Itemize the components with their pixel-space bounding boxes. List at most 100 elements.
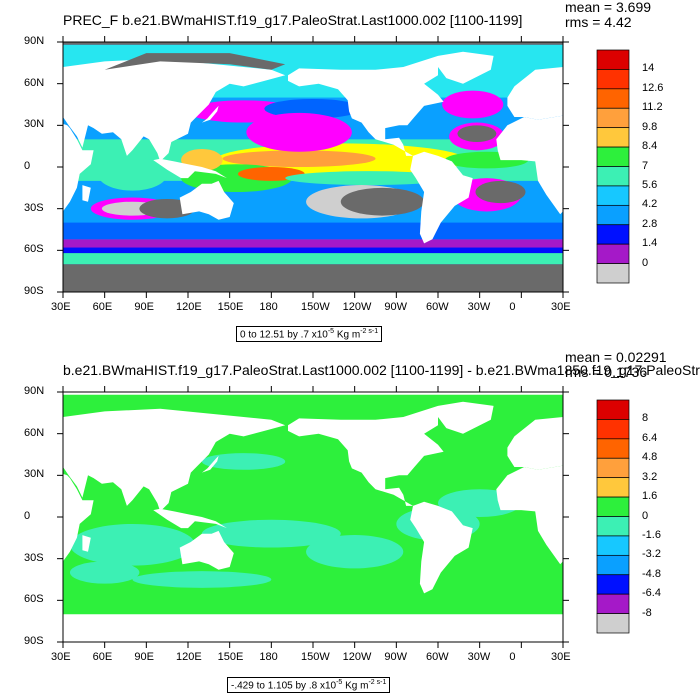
panel1-range-label: 0 to 12.51 by .7 x10-5 Kg m-2 s-1 <box>236 326 383 343</box>
p2-field-blob-3 <box>201 519 341 548</box>
panel1-title: PREC_F b.e21.BWmaHIST.f19_g17.PaleoStrat… <box>63 12 523 28</box>
p1-land-australia <box>179 180 234 220</box>
p2-ticks <box>57 386 569 648</box>
p1-seaice-0 <box>104 53 286 70</box>
y-tick-label: 30N <box>24 118 45 131</box>
colorbar-box-4 <box>596 477 630 498</box>
p1-land-antarctica <box>63 264 563 292</box>
panel2-mean: mean = 0.02291 <box>565 349 667 365</box>
x-tick-label: 30E <box>551 651 571 663</box>
panel1-map <box>57 36 569 298</box>
colorbar-label: 8 <box>642 412 649 425</box>
p1-field-band-3 <box>63 239 563 248</box>
panel2-range-label: -.429 to 1.105 by .8 x10-5 Kg m-2 s-1 <box>227 677 391 694</box>
p1-field-band-2 <box>63 244 563 254</box>
colorbar-box-5 <box>596 496 630 517</box>
colorbar-box-9 <box>596 224 630 245</box>
p1-field-blob-21 <box>340 187 425 216</box>
p2-land-arcticCap <box>63 392 563 395</box>
panel1-mean: mean = 3.699 <box>565 0 652 15</box>
p1-land-madagascar <box>82 185 91 202</box>
p1-field-blob-10 <box>222 150 376 167</box>
colorbar-box-11 <box>596 263 630 284</box>
x-tick-label: 150E <box>217 651 244 663</box>
colorbar-label: 7 <box>642 159 649 172</box>
y-tick-label: 30N <box>24 468 45 481</box>
panel1-range-unit-exp: -2 s-1 <box>360 328 379 335</box>
y-tick-label: 60S <box>24 243 44 256</box>
panel2-rms: rms = 0.1736 <box>565 364 648 380</box>
p2-land-japan <box>201 455 219 473</box>
colorbar-label: -4.8 <box>642 567 661 580</box>
colorbar-label: 4.2 <box>642 198 658 211</box>
colorbar-box-5 <box>596 146 630 167</box>
p2-land <box>63 392 563 642</box>
p1-field-band-4 <box>63 222 563 240</box>
p2-land-africaWest <box>496 465 563 565</box>
colorbar-label: -3.2 <box>642 548 661 561</box>
x-tick-label: 30W <box>467 651 491 663</box>
p1-field-blob-14 <box>285 171 452 186</box>
colorbar-label: 11.2 <box>642 101 663 114</box>
p2-field-blob-4 <box>306 535 404 569</box>
colorbar-label: -8 <box>642 606 652 619</box>
x-tick-label: 30E <box>51 651 71 663</box>
colorbar-label: 14 <box>642 62 655 75</box>
p2-land-southAmerica <box>410 501 473 594</box>
colorbar-box-10 <box>596 593 630 614</box>
p1-land-indonesia <box>153 158 227 179</box>
p2-land-africa <box>63 473 94 562</box>
colorbar-box-9 <box>596 574 630 595</box>
p2-land-eurasia <box>63 408 286 512</box>
x-tick-label: 30E <box>551 301 571 313</box>
p2-field-blob-9 <box>69 561 140 584</box>
y-tick-label: 90S <box>24 635 44 647</box>
p2-land-europeWest <box>507 417 563 470</box>
y-tick-label: 0 <box>24 160 31 172</box>
x-tick-label: 150W <box>301 301 330 313</box>
colorbar-box-10 <box>596 243 630 264</box>
x-tick-label: 60E <box>92 651 113 663</box>
panel1-rms: rms = 4.42 <box>565 14 632 30</box>
colorbar-box-3 <box>596 107 630 129</box>
p2-field-blob-7 <box>201 453 286 470</box>
x-tick-label: 60W <box>426 651 449 663</box>
x-tick-label: 90W <box>384 651 407 663</box>
p2-land-northAmerica <box>288 405 444 506</box>
x-tick-label: 30W <box>467 301 491 313</box>
x-tick-label: 0 <box>509 651 516 663</box>
panel1-colorbar <box>596 49 630 284</box>
panel1-range-unit: Kg m <box>334 329 361 341</box>
y-tick-label: 60S <box>24 593 44 606</box>
p1-field-blob-27 <box>457 125 497 142</box>
panel1-range-exp: -5 <box>327 328 335 335</box>
y-tick-label: 90N <box>24 35 45 47</box>
x-tick-label: 60E <box>92 301 113 313</box>
p1-land-arcticCap <box>63 42 563 45</box>
x-tick-label: 120E <box>176 651 202 663</box>
colorbar-label: 2.8 <box>642 217 658 230</box>
colorbar-label: 4.8 <box>642 451 658 464</box>
panel2-colorbar <box>596 399 630 634</box>
y-tick-label: 60N <box>24 426 45 439</box>
y-tick-label: 30S <box>24 201 44 214</box>
p2-field-blob-2 <box>69 523 195 566</box>
colorbar-box-0 <box>596 49 630 70</box>
p1-land-eurasia <box>63 58 286 162</box>
p1-land-greenland <box>438 51 494 84</box>
x-tick-label: 90E <box>134 301 154 313</box>
colorbar-label: 8.4 <box>642 140 658 153</box>
p1-field-blob-19 <box>442 90 504 119</box>
y-tick-label: 30S <box>24 551 44 564</box>
x-tick-label: 120W <box>342 651 372 663</box>
colorbar-box-8 <box>596 204 630 226</box>
p1-land-europeWest <box>507 67 563 120</box>
x-tick-label: 150E <box>217 301 244 313</box>
colorbar-label: 12.6 <box>642 81 664 94</box>
y-tick-label: 90N <box>24 385 45 397</box>
x-tick-label: 0 <box>509 301 516 313</box>
p1-land-africa <box>63 123 94 212</box>
colorbar-label: 5.6 <box>642 178 658 191</box>
y-tick-label: 90S <box>24 285 44 297</box>
p1-land-northAmerica <box>288 55 444 156</box>
